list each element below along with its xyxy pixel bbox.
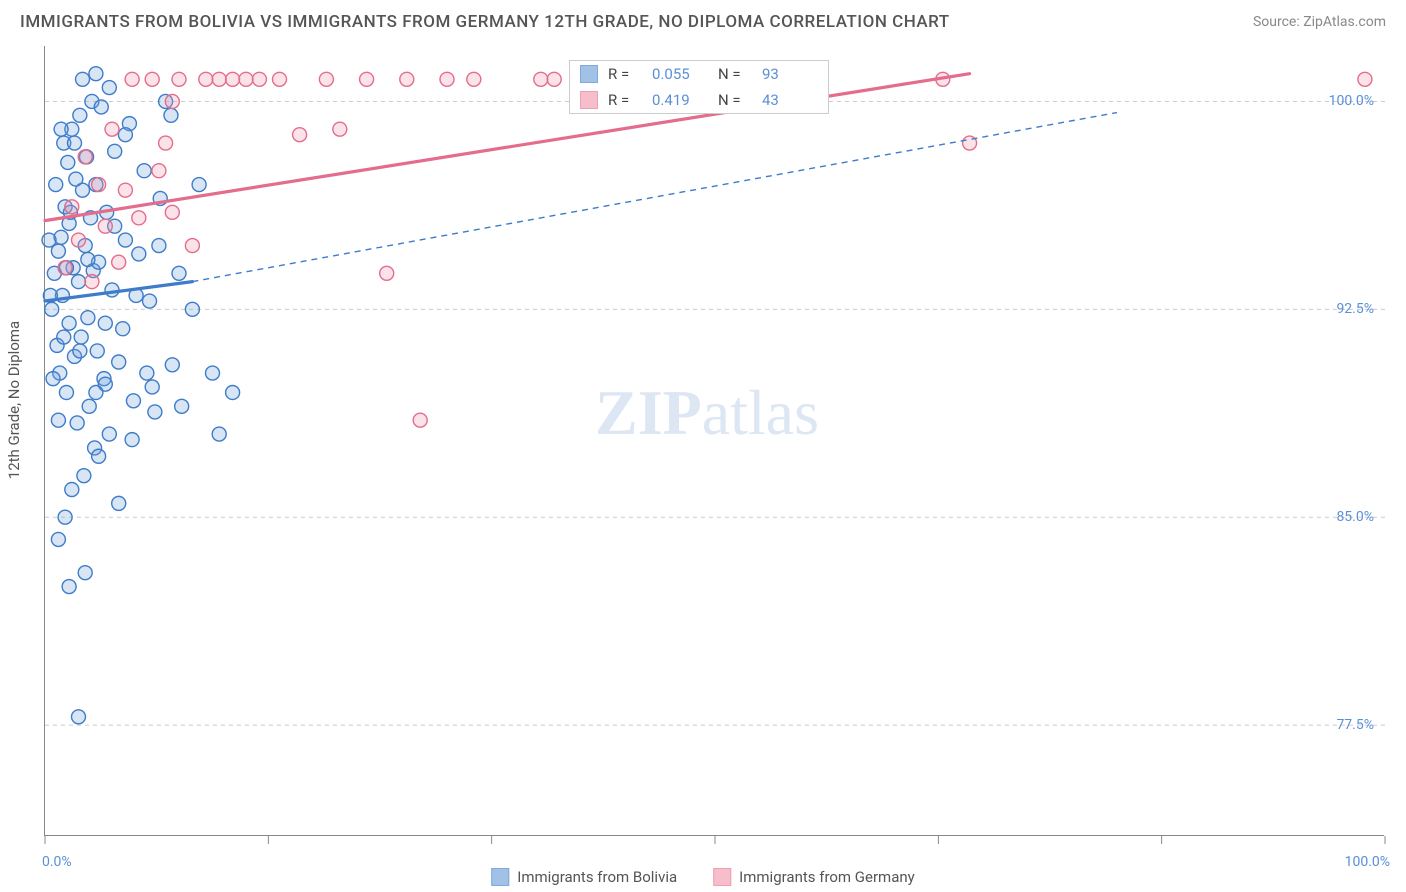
chart-plot-area: ZIPatlas 77.5% 85.0% 92.5% 100.0% R = 0.… bbox=[44, 46, 1384, 836]
ytick-label: 100.0% bbox=[1329, 93, 1374, 109]
stats-row-bolivia: R = 0.055 N = 93 bbox=[570, 61, 828, 87]
title-bar: IMMIGRANTS FROM BOLIVIA VS IMMIGRANTS FR… bbox=[0, 0, 1406, 40]
ytick-label: 77.5% bbox=[1336, 717, 1374, 733]
stats-row-germany: R = 0.419 N = 43 bbox=[570, 87, 828, 113]
y-axis-label: 12th Grade, No Diploma bbox=[5, 321, 23, 479]
chart-title: IMMIGRANTS FROM BOLIVIA VS IMMIGRANTS FR… bbox=[20, 12, 950, 32]
legend-bottom: Immigrants from Bolivia Immigrants from … bbox=[491, 868, 915, 886]
stats-box: R = 0.055 N = 93 R = 0.419 N = 43 bbox=[569, 60, 829, 114]
swatch-bolivia-icon bbox=[491, 868, 509, 886]
xtick-label-right: 100.0% bbox=[1345, 854, 1390, 870]
swatch-germany bbox=[580, 91, 598, 109]
swatch-germany-icon bbox=[713, 868, 731, 886]
swatch-bolivia bbox=[580, 65, 598, 83]
plot-svg bbox=[45, 46, 1384, 835]
xtick-label-left: 0.0% bbox=[42, 854, 72, 870]
ytick-label: 85.0% bbox=[1336, 509, 1374, 525]
legend-item-bolivia: Immigrants from Bolivia bbox=[491, 868, 677, 886]
source-label: Source: ZipAtlas.com bbox=[1253, 14, 1386, 30]
legend-item-germany: Immigrants from Germany bbox=[713, 868, 915, 886]
ytick-label: 92.5% bbox=[1336, 301, 1374, 317]
